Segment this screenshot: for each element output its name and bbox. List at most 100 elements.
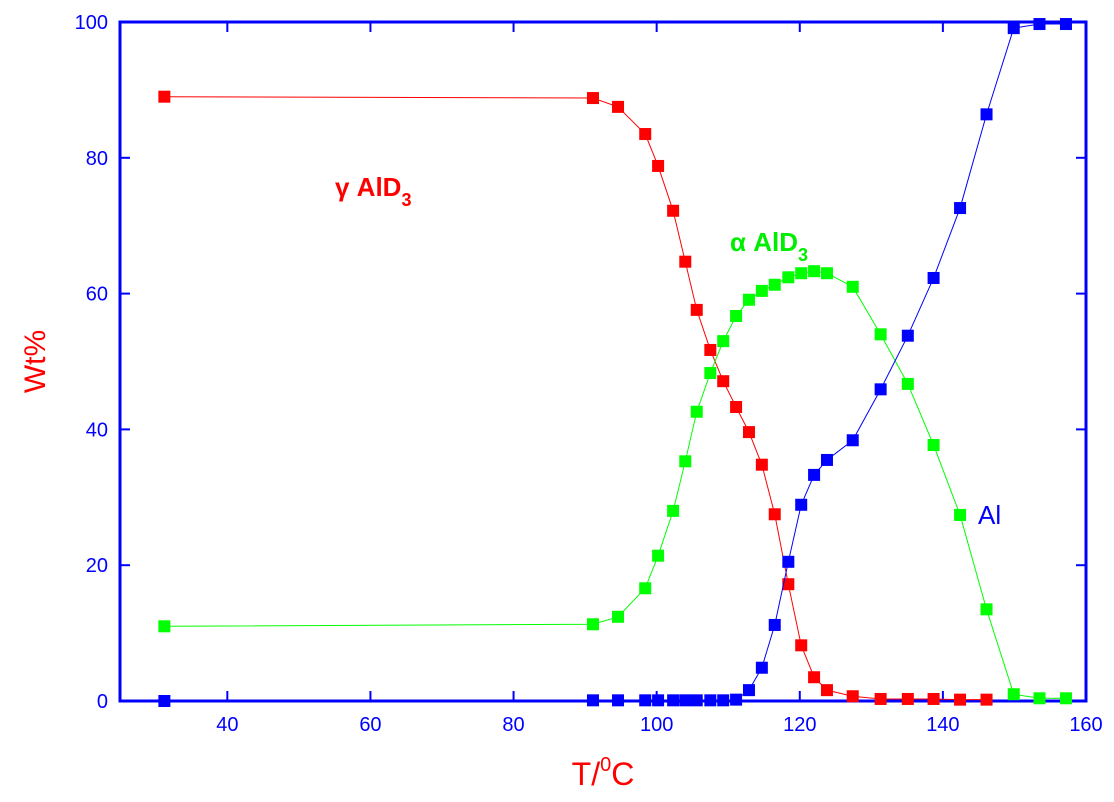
y-tick-label: 20	[86, 555, 108, 577]
data-point	[717, 694, 730, 707]
data-point	[874, 692, 887, 705]
data-point	[755, 284, 768, 297]
data-point	[679, 255, 692, 268]
data-point	[1059, 18, 1072, 31]
data-point	[980, 108, 993, 121]
data-point	[755, 458, 768, 471]
data-point	[158, 620, 171, 633]
y-tick-label: 100	[75, 12, 108, 34]
data-point	[1033, 692, 1046, 705]
data-point	[874, 383, 887, 396]
annotation-sub: 3	[401, 190, 411, 210]
annotation: γ AlD3	[335, 172, 411, 210]
data-point	[639, 694, 652, 707]
data-point	[954, 693, 967, 706]
data-point	[639, 128, 652, 141]
x-tick-label: 120	[783, 714, 816, 736]
data-point	[704, 343, 717, 356]
data-point	[612, 610, 625, 623]
data-point	[742, 684, 755, 697]
data-point	[690, 303, 703, 316]
data-point	[768, 278, 781, 291]
annotation-sub: 3	[798, 245, 808, 265]
data-point	[768, 618, 781, 631]
data-point	[954, 202, 967, 215]
x-tick-label: 140	[926, 714, 959, 736]
data-point	[652, 159, 665, 172]
x-axis-label-part: C	[611, 756, 634, 792]
data-point	[1007, 22, 1020, 35]
annotation: α AlD3	[730, 227, 808, 265]
data-point	[846, 280, 859, 293]
data-point	[704, 694, 717, 707]
data-point	[717, 335, 730, 348]
data-point	[927, 271, 940, 284]
data-point	[667, 204, 680, 217]
data-point	[1059, 692, 1072, 705]
data-point	[980, 603, 993, 616]
data-point	[980, 693, 993, 706]
data-point	[808, 265, 821, 278]
y-axis-label: Wt%	[19, 330, 52, 393]
data-point	[820, 453, 833, 466]
data-point	[768, 508, 781, 521]
data-point	[901, 692, 914, 705]
data-point	[652, 549, 665, 562]
data-point	[158, 695, 171, 707]
data-point	[690, 694, 703, 707]
y-tick-label: 40	[86, 419, 108, 441]
data-point	[820, 267, 833, 280]
data-point	[782, 555, 795, 568]
data-point	[901, 329, 914, 342]
data-point	[1007, 688, 1020, 701]
data-point	[586, 92, 599, 105]
x-tick-label: 60	[359, 714, 381, 736]
data-point	[690, 405, 703, 418]
data-point	[846, 690, 859, 703]
data-point	[704, 367, 717, 380]
y-tick-label: 80	[86, 148, 108, 170]
annotation-text: Al	[978, 500, 1001, 530]
data-point	[667, 694, 680, 707]
data-point	[755, 661, 768, 674]
data-point	[742, 293, 755, 306]
data-point	[795, 639, 808, 652]
data-point	[795, 267, 808, 280]
data-point	[927, 439, 940, 452]
data-point	[742, 426, 755, 439]
data-point	[954, 508, 967, 521]
data-point	[782, 271, 795, 284]
x-tick-label: 100	[640, 714, 673, 736]
y-tick-label: 0	[97, 691, 108, 713]
data-point	[808, 468, 821, 481]
annotation-text: α AlD	[730, 227, 798, 257]
data-point	[846, 434, 859, 447]
data-point	[782, 578, 795, 591]
data-point	[158, 90, 171, 103]
x-axis-label: T/0C	[572, 754, 635, 792]
data-point	[874, 328, 887, 341]
data-point	[730, 693, 743, 706]
data-point	[1033, 18, 1046, 31]
data-point	[795, 498, 808, 511]
annotation-text: γ AlD	[335, 172, 401, 202]
data-point	[679, 694, 692, 707]
data-point	[730, 310, 743, 323]
data-point	[679, 455, 692, 468]
x-tick-label: 40	[216, 714, 238, 736]
data-point	[586, 618, 599, 631]
data-point	[730, 400, 743, 413]
y-tick-label: 60	[86, 284, 108, 306]
x-tick-label: 160	[1069, 714, 1102, 736]
data-point	[927, 692, 940, 705]
data-point	[652, 694, 665, 707]
data-point	[820, 684, 833, 697]
data-point	[639, 582, 652, 595]
data-point	[612, 694, 625, 707]
data-point	[901, 377, 914, 390]
x-axis-label-part: T/	[572, 756, 601, 792]
data-point	[586, 694, 599, 707]
x-tick-label: 80	[502, 714, 524, 736]
